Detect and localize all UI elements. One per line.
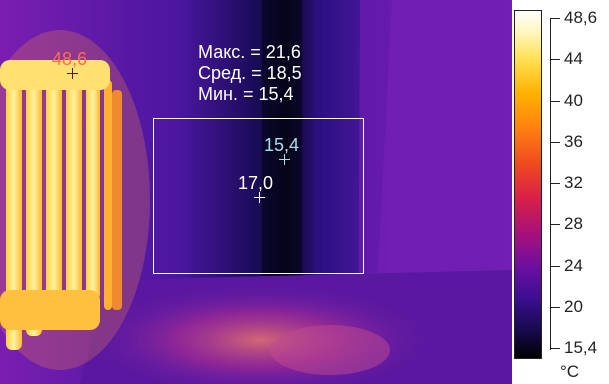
center-spot-label: 17,0 [238, 173, 274, 193]
scale-tick-mark [550, 224, 560, 226]
scale-tick-mark [550, 18, 560, 19]
scale-tick-mark [550, 183, 560, 184]
unit-label: °C [560, 362, 580, 381]
measurement-area [153, 118, 364, 274]
scale-tick-label: 15,4 [564, 338, 598, 357]
scale-tick-mark [550, 59, 560, 61]
cold-spot-label: 15,4 [264, 135, 300, 155]
radiator [0, 60, 122, 350]
avg-value: Сред. = 18,5 [198, 63, 302, 83]
scale-axis [550, 18, 551, 350]
scale-tick-mark [550, 348, 560, 349]
scale-tick-mark [550, 306, 560, 308]
center-spot-crosshair [254, 192, 265, 203]
scale-tick-label: 32 [564, 173, 583, 192]
scale-tick-mark [550, 100, 560, 102]
scale-tick-mark [550, 141, 560, 143]
scale-tick-label: 40 [564, 90, 583, 110]
scale-tick-label: 48,6 [564, 8, 598, 27]
scale-tick-label: 20 [564, 296, 583, 316]
thermal-scene [0, 0, 512, 384]
scale-tick-label: 44 [564, 49, 583, 69]
min-value: Мин. = 15,4 [198, 84, 294, 104]
cold-spot-crosshair [279, 154, 290, 165]
scale-tick-label: 24 [564, 255, 583, 275]
scale-tick-mark [550, 265, 560, 267]
temperature-scale-bar [514, 10, 542, 359]
thermal-image: Макс. = 21,6 Сред. = 18,5 Мин. = 15,4 48… [0, 0, 512, 384]
scale-tick-label: 28 [564, 214, 583, 234]
hot-spot-label: 48,6 [52, 49, 88, 69]
scale-tick-label: 36 [564, 131, 583, 151]
area-stats: Макс. = 21,6 Сред. = 18,5 Мин. = 15,4 [198, 42, 302, 105]
hot-spot-crosshair [67, 68, 78, 79]
max-value: Макс. = 21,6 [198, 42, 301, 62]
